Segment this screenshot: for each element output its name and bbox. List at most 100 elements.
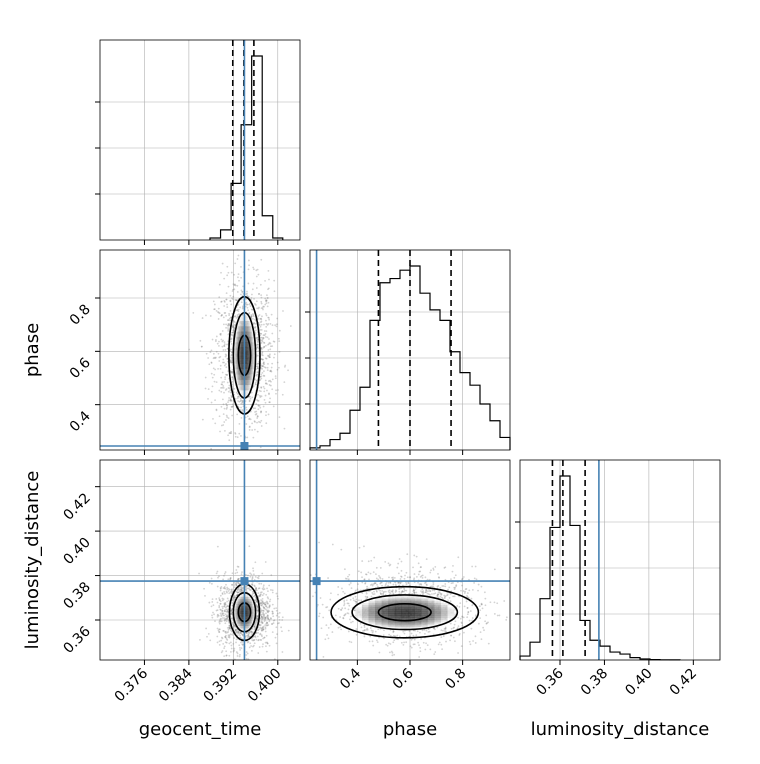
scatter-geocent-time-phase-density-cell <box>253 363 256 370</box>
scatter-geocent-time-phase-scatter-point <box>252 282 255 285</box>
scatter-geocent-time-luminosity-distance-scatter-point <box>223 603 226 606</box>
scatter-geocent-time-phase-density-cell <box>247 374 250 380</box>
scatter-geocent-time-phase-scatter-point <box>248 400 251 403</box>
scatter-geocent-time-luminosity-distance-scatter-point <box>223 572 226 575</box>
scatter-phase-luminosity-distance-xtick-label: 0.8 <box>442 666 469 693</box>
scatter-geocent-time-luminosity-distance-density-cell <box>234 608 236 612</box>
scatter-geocent-time-phase-scatter-point <box>220 301 223 303</box>
scatter-geocent-time-luminosity-distance-scatter-point <box>218 630 221 633</box>
scatter-phase-luminosity-distance-scatter-point <box>355 598 358 601</box>
scatter-geocent-time-phase-scatter-point <box>256 365 259 368</box>
scatter-geocent-time-luminosity-distance-ytick-label: 0.36 <box>60 623 93 656</box>
scatter-geocent-time-luminosity-distance-scatter-point <box>221 609 224 612</box>
scatter-geocent-time-luminosity-distance-density-cell <box>250 618 253 622</box>
scatter-phase-luminosity-distance-scatter-point <box>350 621 352 624</box>
scatter-geocent-time-phase-scatter-point <box>219 333 222 335</box>
scatter-phase-luminosity-distance-scatter-point <box>418 570 421 573</box>
scatter-phase-luminosity-distance-density-cell <box>361 619 369 623</box>
scatter-phase-luminosity-distance-scatter-point <box>448 597 451 599</box>
scatter-geocent-time-luminosity-distance-scatter-point <box>228 626 231 629</box>
scatter-geocent-time-luminosity-distance-scatter-point <box>218 606 221 609</box>
scatter-phase-luminosity-distance-scatter-point <box>444 583 447 585</box>
scatter-phase-luminosity-distance-scatter-point <box>363 626 366 628</box>
scatter-geocent-time-luminosity-distance-scatter-point <box>253 628 256 631</box>
scatter-geocent-time-luminosity-distance-scatter-point <box>222 598 225 601</box>
scatter-phase-luminosity-distance-scatter-point <box>463 592 466 594</box>
scatter-phase-luminosity-distance-density-cell <box>447 611 455 614</box>
scatter-phase-luminosity-distance-scatter-point <box>393 653 396 656</box>
scatter-geocent-time-phase-scatter-point <box>230 338 233 341</box>
scatter-geocent-time-phase-scatter-point <box>267 287 270 290</box>
scatter-phase-luminosity-distance-density-cell <box>394 600 402 603</box>
scatter-geocent-time-phase-density-cell <box>239 342 242 348</box>
scatter-phase-luminosity-distance-density-cell <box>440 611 448 614</box>
scatter-geocent-time-luminosity-distance-scatter-point <box>264 561 267 563</box>
scatter-geocent-time-phase-scatter-point <box>289 325 292 327</box>
scatter-phase-luminosity-distance-scatter-point <box>392 578 395 580</box>
scatter-geocent-time-phase-scatter-point <box>214 368 217 371</box>
scatter-geocent-time-phase-scatter-point <box>260 425 263 427</box>
scatter-phase-luminosity-distance-scatter-point <box>388 564 391 567</box>
scatter-geocent-time-luminosity-distance-density-cell <box>250 613 253 617</box>
scatter-geocent-time-phase-scatter-point <box>234 298 237 301</box>
scatter-geocent-time-luminosity-distance-scatter-point <box>255 589 258 592</box>
scatter-geocent-time-luminosity-distance-scatter-point <box>217 576 219 579</box>
scatter-geocent-time-phase-scatter-point <box>256 307 258 310</box>
scatter-geocent-time-phase-scatter-point <box>213 308 216 311</box>
scatter-phase-luminosity-distance-density-cell <box>375 619 383 623</box>
scatter-geocent-time-luminosity-distance-scatter-point <box>268 605 271 607</box>
scatter-geocent-time-phase-scatter-point <box>264 279 266 282</box>
scatter-geocent-time-phase-density-cell <box>240 379 243 386</box>
scatter-geocent-time-luminosity-distance-scatter-point <box>236 591 239 594</box>
scatter-phase-luminosity-distance-scatter-point <box>355 628 358 630</box>
scatter-geocent-time-luminosity-distance-scatter-point <box>224 622 227 625</box>
scatter-geocent-time-phase-scatter-point <box>236 304 239 307</box>
scatter-phase-luminosity-distance-scatter-point <box>437 591 440 594</box>
scatter-geocent-time-luminosity-distance-density-cell <box>246 596 249 600</box>
scatter-geocent-time-luminosity-distance-scatter-point <box>241 643 244 646</box>
scatter-geocent-time-luminosity-distance-scatter-point <box>229 641 232 644</box>
scatter-phase-luminosity-distance-scatter-point <box>403 577 406 580</box>
scatter-geocent-time-phase-scatter-point <box>270 370 273 373</box>
scatter-geocent-time-phase-scatter-point <box>247 309 250 312</box>
scatter-geocent-time-phase-scatter-point <box>257 293 260 295</box>
scatter-geocent-time-phase-scatter-point <box>273 353 276 356</box>
scatter-geocent-time-luminosity-distance-scatter-point <box>266 641 268 644</box>
scatter-geocent-time-luminosity-distance-scatter-point <box>218 605 221 607</box>
scatter-geocent-time-phase-scatter-point <box>240 293 242 296</box>
scatter-geocent-time-phase-scatter-point <box>240 289 243 292</box>
scatter-geocent-time-phase-scatter-point <box>255 413 258 415</box>
scatter-geocent-time-luminosity-distance-density-cell <box>253 611 256 614</box>
scatter-phase-luminosity-distance-density-cell <box>394 611 402 614</box>
scatter-geocent-time-phase-density-cell <box>245 384 247 391</box>
scatter-phase-luminosity-distance-scatter-point <box>444 627 447 630</box>
scatter-geocent-time-luminosity-distance-scatter-point <box>250 633 253 636</box>
scatter-phase-luminosity-distance-scatter-point <box>424 648 427 651</box>
scatter-geocent-time-luminosity-distance-scatter-point <box>265 634 268 637</box>
scatter-geocent-time-phase-scatter-point <box>241 400 244 402</box>
scatter-phase-luminosity-distance-scatter-point <box>434 592 437 595</box>
scatter-geocent-time-phase-scatter-point <box>231 414 234 417</box>
scatter-phase-luminosity-distance-scatter-point <box>343 604 345 607</box>
scatter-geocent-time-luminosity-distance-scatter-point <box>223 614 226 617</box>
scatter-geocent-time-phase-scatter-point <box>240 406 242 409</box>
scatter-phase-luminosity-distance-scatter-point <box>498 614 501 617</box>
scatter-geocent-time-luminosity-distance-scatter-point <box>233 581 236 584</box>
scatter-geocent-time-luminosity-distance-scatter-point <box>231 583 234 586</box>
scatter-geocent-time-phase-scatter-point <box>258 389 261 392</box>
hist-luminosity-distance-xtick-label: 0.40 <box>622 666 655 699</box>
scatter-geocent-time-phase-density-cell <box>236 374 239 380</box>
scatter-geocent-time-luminosity-distance-density-cell <box>253 613 256 617</box>
scatter-geocent-time-luminosity-distance-scatter-point <box>222 614 225 617</box>
scatter-geocent-time-phase-density-cell <box>239 390 242 396</box>
scatter-geocent-time-luminosity-distance-density-cell <box>250 611 253 614</box>
scatter-geocent-time-luminosity-distance-scatter-point <box>216 641 219 644</box>
scatter-phase-luminosity-distance-scatter-point <box>436 595 439 597</box>
scatter-geocent-time-luminosity-distance-density-cell <box>246 601 249 605</box>
scatter-geocent-time-phase-scatter-point <box>255 346 258 349</box>
scatter-geocent-time-luminosity-distance-scatter-point <box>254 596 257 599</box>
scatter-geocent-time-luminosity-distance-scatter-point <box>246 632 248 635</box>
scatter-geocent-time-luminosity-distance-scatter-point <box>225 618 228 621</box>
scatter-geocent-time-luminosity-distance-scatter-point <box>271 610 274 613</box>
scatter-geocent-time-luminosity-distance-scatter-point <box>251 583 254 586</box>
